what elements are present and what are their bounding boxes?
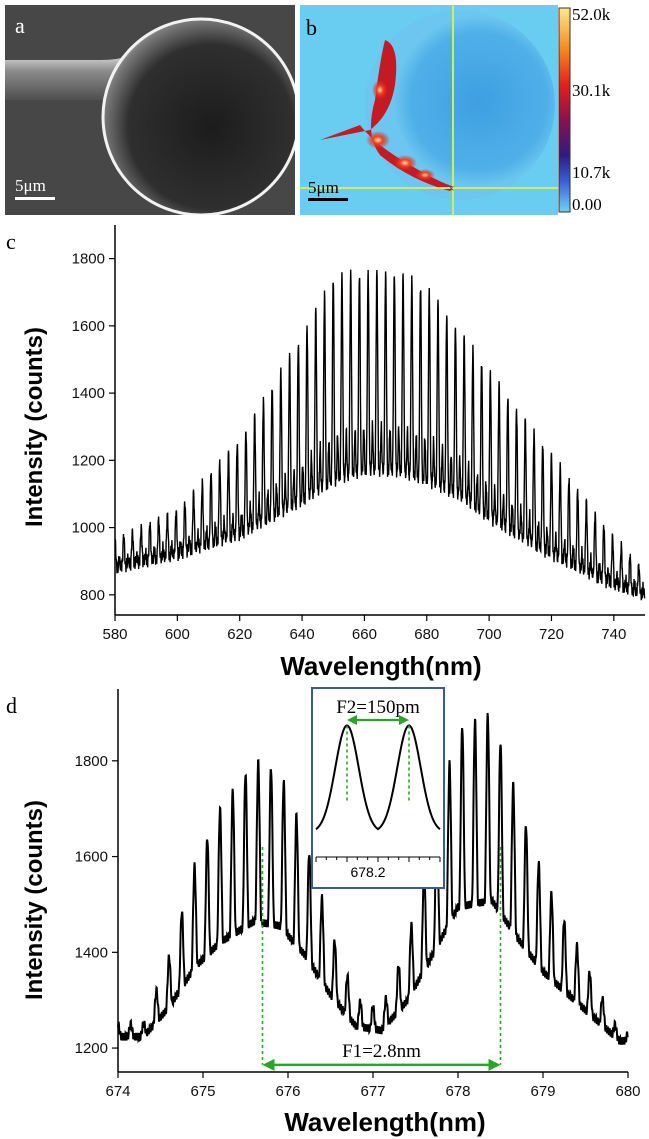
colorbar-tick-low: 10.7k bbox=[572, 163, 611, 182]
x-tick-label: 600 bbox=[165, 626, 190, 643]
panel-a-letter: a bbox=[15, 13, 25, 38]
y-tick-label: 1800 bbox=[72, 251, 105, 268]
map-emission-region bbox=[320, 40, 455, 191]
x-tick-label: 660 bbox=[352, 626, 377, 643]
f2-arrow-head-left bbox=[347, 715, 357, 725]
spectrum-c-line bbox=[114, 269, 646, 601]
f1-arrow-head-right bbox=[488, 1058, 501, 1071]
y-tick-label: 1400 bbox=[72, 385, 105, 402]
spectrum-d-line bbox=[117, 713, 629, 1045]
f1-arrow-head-left bbox=[262, 1058, 275, 1071]
y-tick-label: 1400 bbox=[75, 944, 108, 961]
x-tick-label: 720 bbox=[539, 626, 564, 643]
x-tick-label: 675 bbox=[190, 1083, 215, 1100]
colorbar bbox=[558, 7, 571, 213]
panel-b-letter: b bbox=[306, 15, 317, 40]
colorbar-tick-min: 0.00 bbox=[572, 195, 602, 214]
panel-b-scalebar-label: 5μm bbox=[308, 178, 339, 197]
x-tick-label: 640 bbox=[290, 626, 315, 643]
chart-c-xlabel: Wavelength(nm) bbox=[280, 651, 481, 681]
y-tick-label: 1200 bbox=[75, 1040, 108, 1057]
x-tick-label: 679 bbox=[530, 1083, 555, 1100]
y-tick-label: 1000 bbox=[72, 520, 105, 537]
inset-spectrum-line bbox=[315, 724, 441, 831]
x-tick-label: 620 bbox=[227, 626, 252, 643]
colorbar-ticks: 52.0k 30.1k 10.7k 0.00 bbox=[572, 5, 649, 215]
chart-d-xlabel: Wavelength(nm) bbox=[284, 1107, 485, 1137]
spectrum-chart-c: c 580 600 620 640 660 680 700 720 740 800 1000 1200… bbox=[6, 225, 646, 681]
panel-a-scalebar bbox=[15, 197, 55, 200]
intensity-map-svg: × b 5μm bbox=[300, 5, 571, 215]
microsphere bbox=[101, 17, 295, 215]
y-tick-label: 1800 bbox=[75, 753, 108, 770]
y-tick-label: 1600 bbox=[75, 849, 108, 866]
panel-a-sem-image: a 5μm bbox=[5, 5, 295, 215]
inset-plot: F2=150pm 678.2 bbox=[311, 687, 445, 889]
inset-tick-label: 678.2 bbox=[350, 864, 385, 880]
y-tick-label: 800 bbox=[80, 587, 105, 604]
x-tick-label: 700 bbox=[477, 626, 502, 643]
chart-c-ylabel: Intensity (counts) bbox=[21, 327, 48, 527]
spectrum-chart-d: d 674 675 676 677 678 679 6801200140016001800 … bbox=[6, 687, 641, 1137]
x-tick-label: 677 bbox=[360, 1083, 385, 1100]
y-tick-label: 1200 bbox=[72, 452, 105, 469]
map-hotspot-1 bbox=[366, 131, 390, 149]
f1-annotation-label: F1=2.8nm bbox=[342, 1041, 421, 1062]
chart-c-plot-area: 580 600 620 640 660 680 700 720 740 800 1000 1200 14… bbox=[72, 225, 646, 643]
panel-a-scalebar-label: 5μm bbox=[15, 176, 46, 195]
chart-d-plot-area: 674 675 676 677 678 679 680 1200 1400 1600 1800 bbox=[75, 689, 641, 1100]
map-hotspot-2 bbox=[393, 155, 417, 171]
map-crosshair-marker: × bbox=[448, 183, 454, 195]
y-tick-label: 1600 bbox=[72, 318, 105, 335]
f2-arrow-head-right bbox=[399, 715, 409, 725]
inset-frame bbox=[311, 687, 445, 889]
map-hotspot-4 bbox=[372, 80, 388, 100]
x-tick-label: 740 bbox=[601, 626, 626, 643]
x-tick-label: 674 bbox=[105, 1083, 130, 1100]
panel-b-intensity-map: × b 5μm 52.0k 30.1k 10.7k 0.00 bbox=[300, 5, 610, 215]
f2-annotation-label: F2=150pm bbox=[336, 697, 420, 718]
panel-b-scalebar bbox=[308, 198, 348, 201]
map-sphere bbox=[365, 10, 555, 200]
x-tick-label: 680 bbox=[414, 626, 439, 643]
x-tick-label: 676 bbox=[275, 1083, 300, 1100]
sem-microsphere-svg: a 5μm bbox=[5, 5, 295, 215]
panel-d-letter: d bbox=[6, 693, 17, 718]
x-tick-label: 580 bbox=[102, 626, 127, 643]
x-tick-label: 678 bbox=[445, 1083, 470, 1100]
x-tick-label: 680 bbox=[615, 1083, 640, 1100]
panel-c-letter: c bbox=[6, 229, 16, 254]
map-hotspot-3 bbox=[415, 169, 435, 181]
fiber-stem bbox=[5, 55, 130, 110]
chart-d-ylabel: Intensity (counts) bbox=[21, 800, 48, 1000]
colorbar-tick-mid: 30.1k bbox=[572, 81, 611, 100]
colorbar-tick-max: 52.0k bbox=[572, 5, 611, 24]
